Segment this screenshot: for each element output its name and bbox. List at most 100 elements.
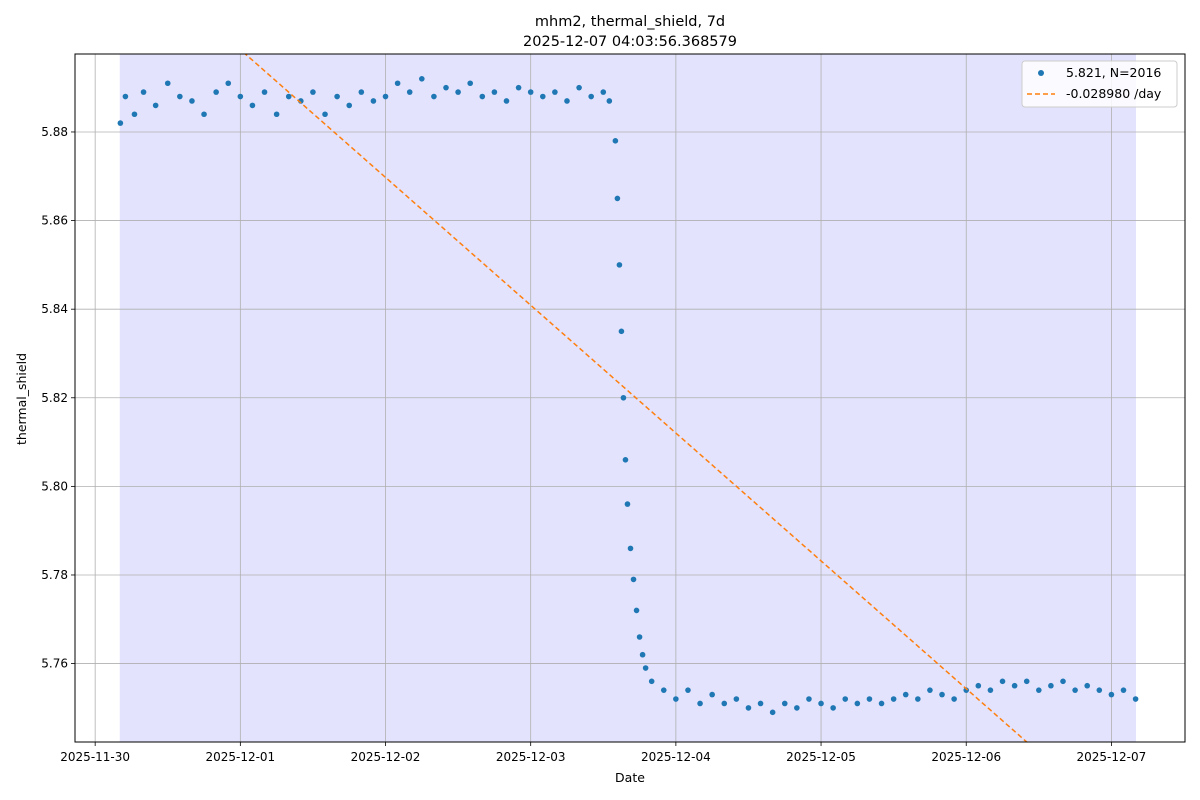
scatter-point — [515, 84, 522, 91]
x-axis: 2025-11-30 2025-12-01 2025-12-02 2025-12-03… — [60, 742, 1146, 764]
scatter-point — [370, 98, 377, 104]
plot-area — [74, 53, 1186, 743]
scatter-point — [1120, 687, 1127, 693]
scatter-point — [733, 696, 740, 702]
scatter-point — [140, 89, 147, 95]
scatter-point — [552, 89, 558, 95]
y-axis: 5.76 5.78 5.80 5.82 5.84 5.86 5.88 — [41, 125, 75, 671]
y-axis-label: thermal_shield — [14, 353, 29, 445]
y-tick-label: 5.88 — [41, 125, 68, 139]
scatter-point — [1060, 678, 1066, 685]
scatter-point — [479, 93, 486, 100]
scatter-point — [639, 651, 646, 658]
y-tick-label: 5.78 — [41, 568, 68, 582]
scatter-point — [467, 80, 474, 87]
scatter-point — [709, 691, 715, 698]
scatter-point — [152, 102, 159, 109]
scatter-point — [382, 93, 389, 100]
x-tick-label: 2025-12-03 — [496, 750, 566, 764]
scatter-point — [633, 607, 640, 614]
scatter-point — [757, 700, 764, 707]
scatter-point — [455, 89, 461, 95]
scatter-point — [131, 111, 138, 118]
scatter-point — [334, 93, 340, 100]
trend-line — [244, 54, 1028, 742]
scatter-point — [902, 691, 909, 698]
x-tick-label: 2025-12-06 — [931, 750, 1001, 764]
scatter-point — [1036, 687, 1042, 693]
scatter-point — [1084, 682, 1091, 689]
scatter-point — [721, 700, 728, 707]
scatter-point — [769, 709, 776, 716]
scatter-point — [237, 93, 244, 100]
scatter-point — [600, 89, 607, 95]
x-tick-label: 2025-11-30 — [60, 750, 130, 764]
scatter-point — [588, 93, 594, 100]
scatter-point — [624, 501, 631, 507]
scatter-point — [419, 76, 425, 82]
scatter-point — [781, 700, 788, 707]
legend-label-scatter: 5.821, N=2016 — [1066, 65, 1161, 80]
scatter-point — [1108, 691, 1115, 698]
grid-lines — [75, 54, 1185, 742]
scatter-point — [697, 700, 703, 707]
scatter-point — [117, 120, 124, 126]
scatter-point — [322, 111, 328, 118]
y-tick-label: 5.76 — [41, 657, 68, 671]
scatter-point — [806, 696, 812, 702]
scatter-point — [443, 84, 449, 91]
scatter-point — [915, 696, 921, 702]
scatter-point — [975, 682, 982, 689]
scatter-point — [213, 89, 219, 95]
scatter-point — [854, 700, 861, 707]
scatter-point — [249, 102, 256, 109]
y-tick-label: 5.82 — [41, 391, 68, 405]
scatter-point — [177, 93, 183, 100]
scatter-point — [225, 80, 232, 87]
y-tick-label: 5.80 — [41, 479, 68, 493]
scatter-point — [818, 700, 824, 707]
x-tick-label: 2025-12-04 — [641, 750, 711, 764]
legend-box — [1021, 60, 1178, 108]
x-axis-label: Date — [615, 770, 645, 785]
scatter-point — [189, 98, 195, 104]
scatter-point — [622, 457, 629, 463]
scatter-point — [491, 89, 498, 95]
scatter-point — [612, 138, 619, 144]
x-tick-label: 2025-12-05 — [786, 750, 856, 764]
scatter-point — [999, 678, 1006, 685]
scatter-point — [164, 80, 171, 87]
y-tick-label: 5.84 — [41, 302, 68, 316]
scatter-point — [1023, 678, 1030, 685]
scatter-point — [648, 678, 655, 685]
scatter-point — [527, 89, 534, 95]
scatter-point — [642, 665, 649, 671]
scatter-point — [842, 696, 849, 702]
scatter-point — [630, 576, 637, 583]
scatter-point — [1048, 682, 1054, 689]
legend-marker-scatter — [1038, 70, 1044, 76]
scatter-point — [866, 696, 873, 702]
scatter-point — [660, 687, 667, 693]
scatter-point — [503, 98, 510, 104]
scatter-point — [310, 89, 316, 95]
y-tick-label: 5.86 — [41, 214, 68, 228]
scatter-point — [987, 687, 994, 693]
scatter-point — [673, 696, 679, 702]
legend-label-trend: -0.028980 /day — [1066, 86, 1162, 101]
scatter-point — [636, 634, 643, 640]
scatter-point — [273, 111, 280, 118]
scatter-point — [794, 705, 800, 711]
scatter-point — [878, 700, 885, 707]
scatter-point — [431, 93, 437, 100]
scatter-point — [939, 691, 945, 698]
x-tick-label: 2025-12-07 — [1077, 750, 1147, 764]
x-tick-label: 2025-12-01 — [205, 750, 275, 764]
legend: 5.821, N=2016 -0.028980 /day — [1021, 60, 1178, 108]
scatter-point — [745, 705, 752, 711]
scatter-point — [539, 93, 546, 100]
scatter-point — [963, 687, 970, 693]
scatter-point — [927, 687, 933, 693]
scatter-point — [346, 102, 353, 109]
